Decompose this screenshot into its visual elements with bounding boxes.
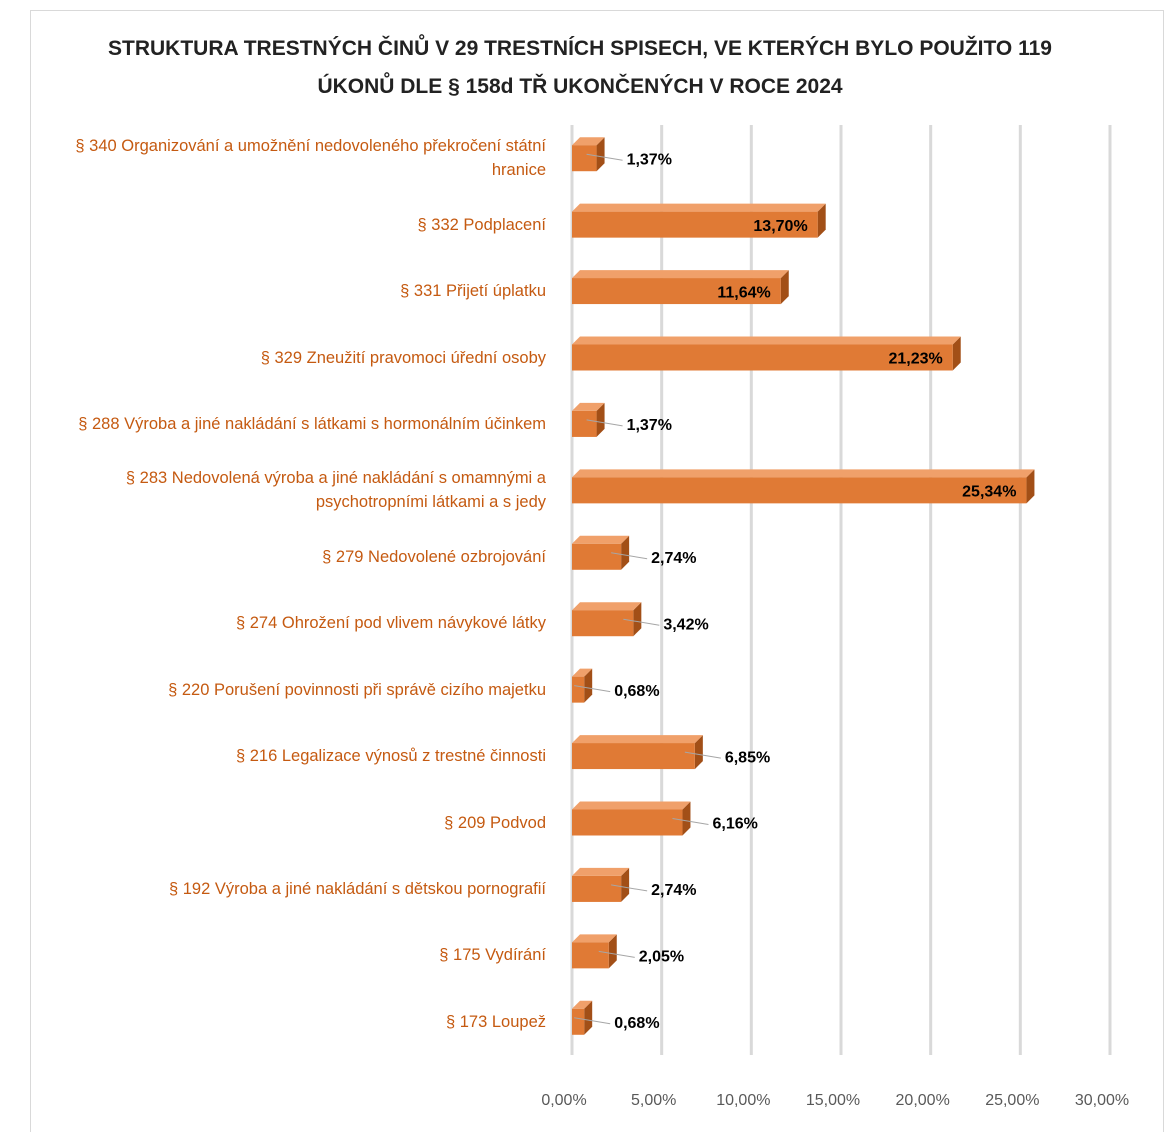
- bar-side: [633, 602, 642, 637]
- bar: [572, 942, 609, 969]
- bar: [572, 1008, 585, 1035]
- y-tick-label: § 332 Podplacení: [417, 215, 546, 234]
- bar-side: [584, 668, 593, 703]
- bar-top: [572, 535, 630, 544]
- bar-side: [621, 867, 630, 902]
- data-label: 25,34%: [962, 484, 1016, 501]
- bar: [572, 278, 781, 305]
- bar-top: [572, 934, 617, 943]
- bar-top: [572, 1000, 593, 1009]
- x-tick-label: 15,00%: [806, 1092, 860, 1109]
- leader-line: [611, 884, 648, 892]
- bar: [572, 410, 597, 437]
- leader-line: [672, 818, 709, 825]
- bar-side: [596, 402, 605, 437]
- data-label: 2,05%: [639, 949, 684, 966]
- y-tick-label: § 220 Porušení povinnosti při správě ciz…: [168, 680, 546, 699]
- y-tick-label: § 209 Podvod: [444, 813, 546, 832]
- y-tick-label: § 283 Nedovolená výroba a jiné nakládání…: [125, 469, 546, 512]
- bar-side: [1026, 469, 1035, 504]
- data-label: 2,74%: [651, 550, 696, 567]
- bar-side: [952, 336, 961, 371]
- data-label: 6,16%: [712, 816, 757, 833]
- bar: [572, 211, 818, 238]
- y-tick-label: § 175 Vydírání: [439, 946, 546, 965]
- bar: [572, 875, 622, 902]
- data-label: 3,42%: [663, 616, 708, 633]
- bar-top: [572, 668, 593, 677]
- bar-side: [780, 270, 789, 305]
- leader-line: [598, 950, 635, 958]
- leader-line: [623, 618, 660, 626]
- bar-top: [572, 336, 961, 345]
- data-label: 0,68%: [614, 1015, 659, 1032]
- y-tick-label: § 274 Ohrožení pod vlivem návykové látky: [236, 614, 546, 633]
- x-tick-label: 10,00%: [716, 1092, 770, 1109]
- y-tick-label: § 288 Výroba a jiné nakládání s látkami …: [78, 414, 546, 433]
- bar: [572, 145, 597, 172]
- data-label: 13,70%: [753, 218, 807, 235]
- leader-line: [574, 1017, 611, 1025]
- bar-top: [572, 602, 642, 611]
- data-label: 1,37%: [627, 417, 672, 434]
- y-tick-label: § 329 Zneužití pravomoci úřední osoby: [260, 348, 546, 367]
- y-tick-label: § 216 Legalizace výnosů z trestné činnos…: [235, 747, 546, 766]
- chart-title: STRUKTURA TRESTNÝCH ČINŮ V 29 TRESTNÍCH …: [108, 37, 1052, 98]
- bar: [572, 610, 634, 637]
- bar: [572, 477, 1027, 504]
- bar-side: [621, 535, 630, 570]
- data-label: 1,37%: [627, 151, 672, 168]
- bar: [572, 344, 953, 371]
- bar-top: [572, 137, 605, 146]
- bar-top: [572, 867, 630, 876]
- bar-top: [572, 801, 691, 810]
- bar-side: [682, 801, 691, 836]
- chart-frame: [30, 10, 1164, 1132]
- data-label: 6,85%: [725, 749, 770, 766]
- x-tick-label: 0,00%: [541, 1092, 586, 1109]
- y-tick-label: § 173 Loupež: [445, 1012, 546, 1031]
- y-tick-label: § 279 Nedovolené ozbrojování: [322, 547, 546, 566]
- y-tick-label: § 340 Organizování a umožnění nedovolené…: [75, 137, 546, 180]
- x-tick-label: 30,00%: [1075, 1092, 1129, 1109]
- y-tick-label: § 192 Výroba a jiné nakládání s dětskou …: [168, 879, 546, 898]
- bar-side: [694, 735, 703, 770]
- bar-top: [572, 469, 1035, 478]
- data-label: 21,23%: [888, 351, 942, 368]
- x-tick-label: 25,00%: [985, 1092, 1039, 1109]
- leader-line: [684, 751, 721, 759]
- bar: [572, 743, 695, 770]
- data-label: 0,68%: [614, 683, 659, 700]
- bar-side: [584, 1000, 593, 1035]
- bar-top: [572, 203, 826, 212]
- bar-top: [572, 735, 703, 744]
- y-tick-label: § 331 Přijetí úplatku: [400, 282, 546, 301]
- leader-line: [586, 419, 623, 427]
- bar: [572, 676, 585, 703]
- bar-side: [608, 934, 617, 969]
- data-label: 11,64%: [717, 284, 770, 301]
- bar: [572, 809, 683, 836]
- bar-side: [817, 203, 826, 238]
- bar: [572, 543, 622, 570]
- bar-top: [572, 402, 605, 411]
- leader-line: [611, 552, 648, 560]
- x-tick-label: 5,00%: [631, 1092, 676, 1109]
- leader-line: [574, 685, 611, 693]
- bar-top: [572, 270, 789, 279]
- x-tick-label: 20,00%: [896, 1092, 950, 1109]
- bar-side: [596, 137, 605, 172]
- data-label: 2,74%: [651, 882, 696, 899]
- leader-line: [586, 153, 623, 161]
